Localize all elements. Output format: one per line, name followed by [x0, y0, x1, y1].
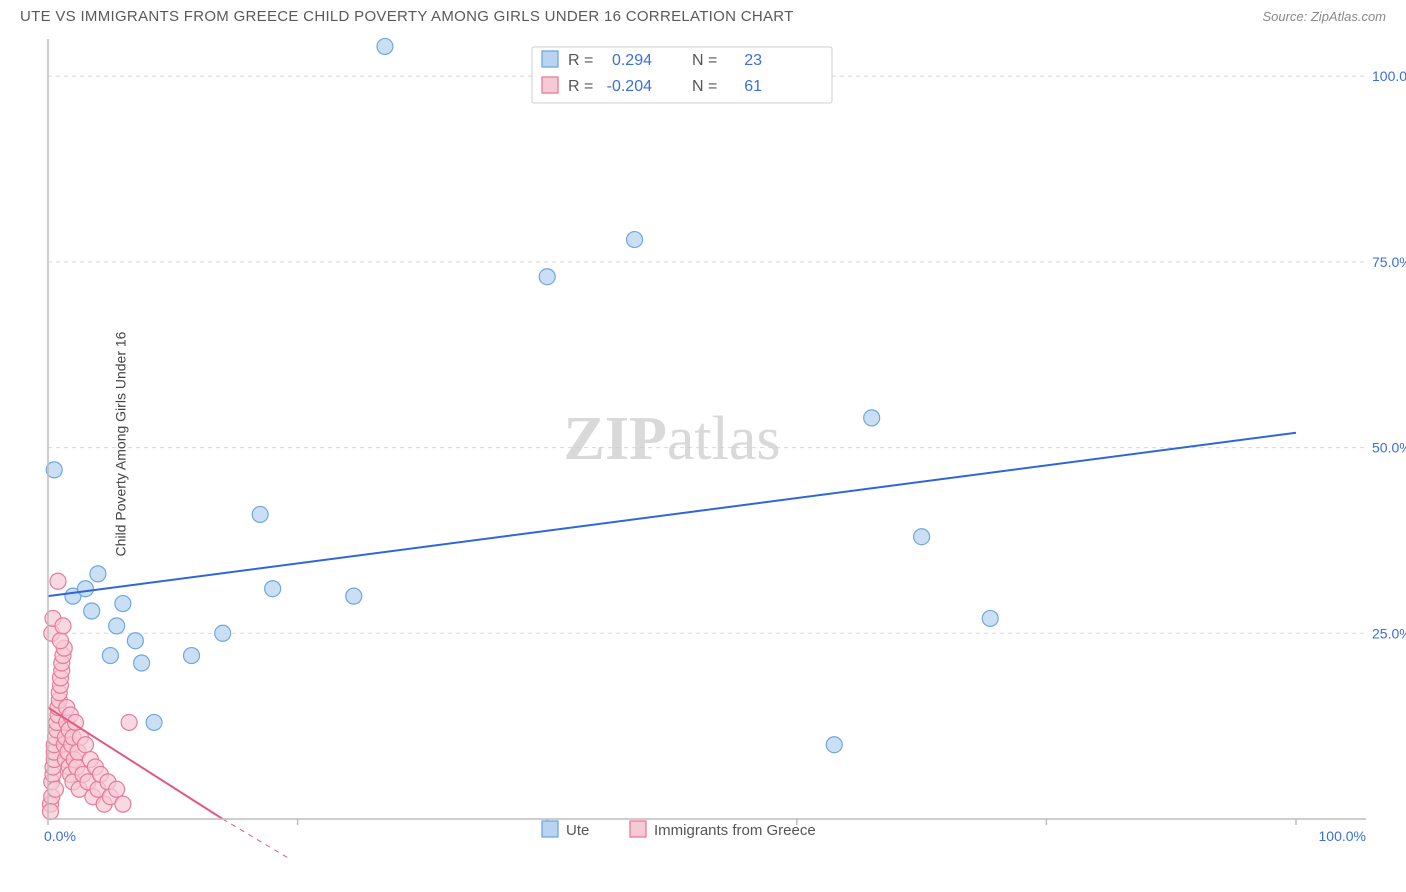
data-point — [55, 618, 71, 634]
y-tick-label: 100.0% — [1372, 68, 1406, 84]
data-point — [265, 581, 281, 597]
x-tick-label: 0.0% — [44, 828, 76, 844]
data-point — [914, 529, 930, 545]
legend-label: Ute — [566, 822, 589, 839]
data-point — [52, 633, 68, 649]
data-point — [627, 232, 643, 248]
y-tick-label: 25.0% — [1372, 625, 1406, 641]
data-point — [47, 781, 63, 797]
data-point — [115, 796, 131, 812]
chart-title: UTE VS IMMIGRANTS FROM GREECE CHILD POVE… — [20, 8, 794, 25]
data-point — [90, 566, 106, 582]
data-point — [102, 648, 118, 664]
n-label: N = — [692, 78, 717, 95]
n-value: 23 — [744, 52, 762, 69]
legend-label: Immigrants from Greece — [654, 822, 816, 839]
y-axis-label: Child Poverty Among Girls Under 16 — [112, 332, 128, 557]
n-value: 61 — [744, 78, 762, 95]
data-point — [539, 269, 555, 285]
chart-container: Child Poverty Among Girls Under 16 25.0%… — [0, 29, 1406, 859]
data-point — [127, 633, 143, 649]
n-label: N = — [692, 52, 717, 69]
data-point — [215, 625, 231, 641]
scatter-chart: 25.0% 50.0% 75.0% 100.0% ZIPatlas 0.0% 100.0% R… — [0, 29, 1406, 859]
y-tick-label: 75.0% — [1372, 254, 1406, 270]
data-point — [77, 737, 93, 753]
data-point — [121, 714, 137, 730]
watermark: ZIPatlas — [564, 405, 781, 473]
legend-swatch — [542, 77, 558, 93]
data-point — [115, 596, 131, 612]
data-point — [84, 603, 100, 619]
data-point — [184, 648, 200, 664]
data-point — [346, 588, 362, 604]
x-tick-label: 100.0% — [1319, 828, 1366, 844]
data-point — [109, 781, 125, 797]
data-point — [134, 655, 150, 671]
header: UTE VS IMMIGRANTS FROM GREECE CHILD POVE… — [0, 0, 1406, 29]
data-point — [982, 610, 998, 626]
data-point — [42, 804, 58, 820]
y-tick-label: 50.0% — [1372, 440, 1406, 456]
source-label: Source: ZipAtlas.com — [1262, 9, 1386, 24]
r-value: -0.204 — [607, 78, 652, 95]
data-point — [377, 38, 393, 54]
legend-swatch — [542, 51, 558, 67]
r-label: R = — [568, 78, 593, 95]
data-point — [50, 573, 66, 589]
legend-swatch — [630, 821, 646, 837]
data-point — [77, 581, 93, 597]
r-label: R = — [568, 52, 593, 69]
data-point — [109, 618, 125, 634]
data-point — [146, 714, 162, 730]
data-point — [864, 410, 880, 426]
legend-swatch — [542, 821, 558, 837]
data-point — [826, 737, 842, 753]
trend-line-dash — [223, 819, 298, 859]
r-value: 0.294 — [612, 52, 652, 69]
data-point — [252, 506, 268, 522]
